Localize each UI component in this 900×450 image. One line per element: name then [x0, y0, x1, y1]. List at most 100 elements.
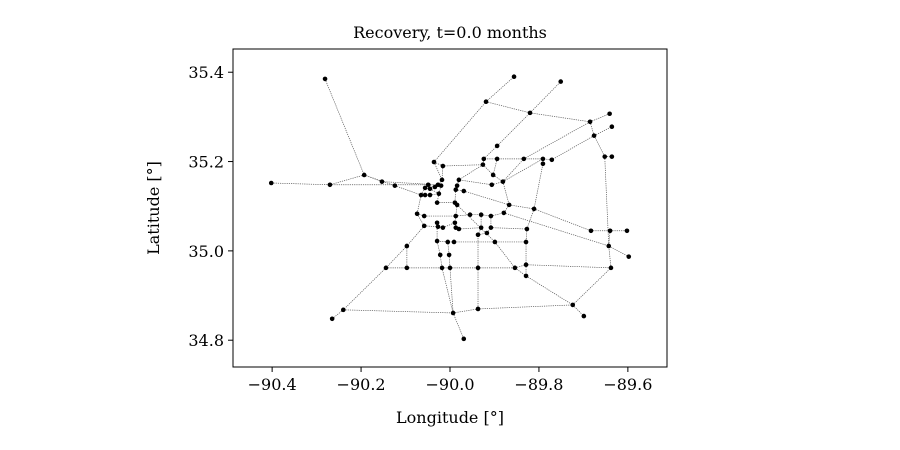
network-node [422, 192, 428, 198]
network-node [435, 224, 441, 230]
network-edge [429, 188, 440, 195]
network-node [421, 213, 427, 219]
network-node [488, 225, 494, 230]
y-tick-label: 35.2 [188, 153, 224, 172]
network-node [421, 223, 427, 229]
network-edge [453, 308, 479, 314]
network-edge [589, 113, 610, 123]
network-node [451, 239, 457, 245]
network-edge [458, 179, 492, 186]
network-node [531, 206, 537, 212]
network-node [581, 313, 587, 319]
network-edge [456, 204, 496, 243]
network-node [549, 157, 555, 163]
network-node [475, 265, 481, 271]
network-edge [509, 204, 535, 210]
network-edge [492, 158, 498, 176]
network-node [488, 213, 494, 219]
edges-layer [271, 76, 629, 339]
network-node [540, 156, 546, 162]
network-node [475, 232, 481, 238]
network-node [511, 74, 517, 79]
network-edge [343, 267, 387, 311]
network-edge [455, 214, 471, 217]
network-node [481, 156, 487, 162]
network-edge [593, 126, 613, 136]
network-edge [416, 194, 422, 214]
network-edge [452, 312, 465, 339]
network-node [624, 228, 630, 234]
network-edge [523, 121, 591, 160]
x-tick-label: −90.4 [248, 375, 297, 394]
network-edge [485, 76, 515, 102]
network-node [438, 183, 444, 188]
network-node [340, 307, 346, 313]
x-tick-label: −90.0 [425, 375, 474, 394]
network-node [436, 191, 442, 197]
network-node [492, 239, 498, 245]
network-edge [533, 208, 592, 232]
network-edge [481, 214, 491, 217]
network-edge [477, 304, 573, 310]
y-tick-label: 35.4 [188, 63, 224, 82]
y-tick-label: 34.8 [188, 331, 224, 350]
network-node [500, 179, 506, 184]
network-node [422, 185, 428, 191]
network-node [501, 210, 507, 216]
plot-frame [232, 48, 668, 368]
network-edge [436, 240, 441, 255]
network-node [450, 310, 456, 316]
network-node [432, 184, 438, 190]
network-edge [593, 135, 606, 157]
network-node [434, 200, 440, 205]
network-edge [424, 225, 439, 228]
network-node [527, 110, 533, 116]
network-edge [503, 212, 609, 247]
network-edge [416, 213, 425, 227]
network-node [453, 187, 459, 192]
network-edge [271, 182, 330, 186]
network-node [361, 172, 367, 178]
network-edge [485, 101, 531, 114]
x-axis-label: Longitude [°] [396, 408, 504, 427]
network-node [523, 239, 529, 245]
network-edge [482, 164, 494, 176]
x-axis: −90.4 −90.2 −90.0 −89.8 −89.6 [248, 367, 652, 394]
network-edge [502, 158, 525, 182]
network-node [478, 212, 484, 217]
network-edge [394, 185, 422, 196]
network-node [404, 243, 410, 249]
network-node [392, 183, 398, 188]
network-node [523, 262, 529, 268]
network-edge [449, 267, 454, 313]
network-node [447, 265, 453, 271]
network-node [494, 143, 500, 149]
network-edge [503, 204, 510, 214]
network-edge [526, 208, 535, 230]
x-tick-label: −90.2 [337, 375, 386, 394]
network-edge [529, 81, 561, 114]
network-node [483, 99, 489, 105]
network-node [484, 230, 490, 236]
network-edge [608, 245, 612, 268]
network-node [383, 265, 389, 271]
network-node [427, 186, 433, 192]
network-edge [463, 190, 510, 206]
network-edge [433, 101, 487, 163]
network-node [475, 306, 481, 312]
network-node [588, 228, 594, 234]
network-node [609, 124, 615, 130]
network-edge [608, 245, 629, 257]
network-node [446, 252, 452, 258]
network-node [607, 111, 612, 117]
network-node [461, 336, 467, 342]
network-node [404, 265, 410, 271]
network-node [494, 156, 500, 162]
network-edge [442, 164, 483, 167]
network-node [440, 163, 446, 169]
network-edge [496, 112, 531, 147]
network-node [452, 220, 458, 226]
network-node [602, 154, 608, 159]
network-edge [406, 225, 425, 247]
network-node [607, 228, 613, 234]
